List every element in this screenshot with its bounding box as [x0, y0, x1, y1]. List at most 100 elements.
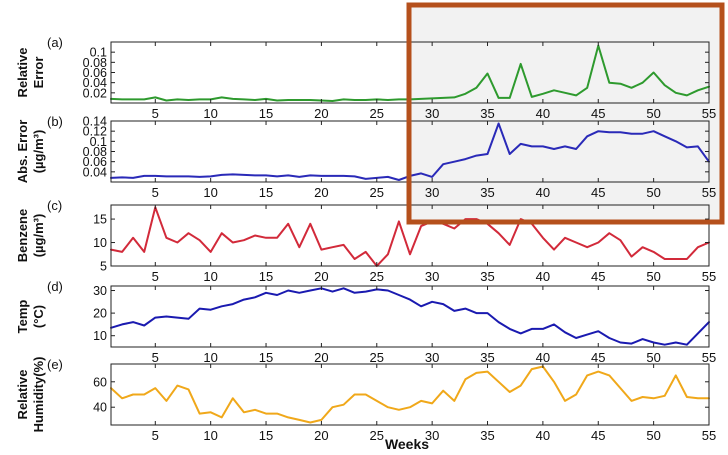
- x-tick-label: 40: [536, 428, 550, 443]
- x-tick-label: 10: [203, 106, 217, 121]
- x-tick-label: 20: [314, 428, 328, 443]
- axes-frame: [110, 285, 710, 348]
- y-axis-label-line: Relative: [15, 370, 30, 420]
- x-tick-label: 35: [480, 350, 494, 365]
- x-tick-label: 45: [591, 350, 605, 365]
- y-tick-label: 10: [93, 236, 107, 250]
- x-tick-label: 15: [259, 269, 273, 284]
- x-tick-label: 25: [370, 350, 384, 365]
- panel-label: (e): [47, 357, 63, 372]
- x-tick-label: 5: [152, 269, 159, 284]
- y-tick-label: 10: [93, 329, 107, 343]
- x-tick-label: 30: [425, 350, 439, 365]
- x-tick-label: 40: [536, 269, 550, 284]
- y-tick-label: 5: [100, 260, 107, 274]
- x-tick-label: 15: [259, 350, 273, 365]
- y-tick-label: 15: [93, 213, 107, 227]
- y-tick-label: 0.08: [83, 56, 107, 70]
- y-tick-label: 0.04: [83, 165, 107, 179]
- y-axis-label-line: (µg/m³): [31, 130, 46, 174]
- y-tick-label: 0.06: [83, 66, 107, 80]
- series-line: [110, 206, 710, 267]
- y-axis-label-line: Relative: [15, 48, 30, 98]
- panel-label: (b): [47, 114, 63, 129]
- y-axis-label-line: Abs. Error: [15, 120, 30, 184]
- x-tick-label: 10: [203, 350, 217, 365]
- x-tick-label: 30: [425, 185, 439, 200]
- x-tick-label: 20: [314, 350, 328, 365]
- x-tick-label: 40: [536, 106, 550, 121]
- x-tick-label: 45: [591, 185, 605, 200]
- panel-label: (d): [47, 279, 63, 294]
- x-tick-label: 55: [702, 106, 716, 121]
- x-tick-label: 20: [314, 269, 328, 284]
- x-tick-label: 50: [646, 185, 660, 200]
- y-axis-label-line: (µg/m³): [31, 214, 46, 258]
- x-tick-label: 50: [646, 106, 660, 121]
- series-line: [110, 287, 710, 346]
- x-tick-label: 40: [536, 350, 550, 365]
- x-tick-label: 25: [370, 428, 384, 443]
- x-tick-label: 35: [480, 428, 494, 443]
- x-tick-label: 55: [702, 428, 716, 443]
- x-tick-label: 50: [646, 428, 660, 443]
- panel-label: (a): [47, 35, 63, 50]
- panel-label: (c): [47, 198, 62, 213]
- panel-b: 5 10 15 20 25 30 35 40 45 50 55 0.040.060.080.10.12…: [15, 114, 716, 200]
- y-tick-label: 0.1: [90, 46, 107, 60]
- y-tick-label: 0.12: [83, 125, 107, 139]
- x-tick-label: 55: [702, 269, 716, 284]
- x-tick-label: 15: [259, 106, 273, 121]
- x-tick-label: 15: [259, 428, 273, 443]
- series-line: [110, 365, 710, 424]
- x-tick-label: 15: [259, 185, 273, 200]
- y-tick-label: 0.08: [83, 145, 107, 159]
- x-axis-label: Weeks: [385, 436, 429, 452]
- y-axis-label-line: Humidity(%): [31, 357, 46, 433]
- axes-frame: [110, 363, 710, 426]
- chart-panels: 5 10 15 20 25 30 35 40 45 50 550.020.040.060.080.1…: [15, 35, 716, 443]
- y-axis-label: Temp (°C): [15, 300, 46, 334]
- x-tick-label: 35: [480, 185, 494, 200]
- x-tick-label: 35: [480, 106, 494, 121]
- highlight-region-background: [409, 5, 722, 222]
- x-tick-label: 45: [591, 106, 605, 121]
- highlight-fill: [409, 5, 722, 222]
- x-tick-label: 30: [425, 269, 439, 284]
- y-tick-label: 40: [93, 401, 107, 415]
- x-tick-label: 45: [591, 269, 605, 284]
- y-axis-label: Relative Error: [15, 48, 46, 98]
- x-tick-label: 5: [152, 106, 159, 121]
- x-tick-label: 25: [370, 269, 384, 284]
- x-tick-label: 55: [702, 350, 716, 365]
- y-axis-label-line: Temp: [15, 300, 30, 334]
- x-tick-label: 35: [480, 269, 494, 284]
- y-axis-label: Benzene (µg/m³): [15, 209, 46, 262]
- x-tick-label: 10: [203, 185, 217, 200]
- y-axis-label: Abs. Error (µg/m³): [15, 120, 46, 184]
- x-tick-label: 50: [646, 350, 660, 365]
- x-tick-label: 5: [152, 428, 159, 443]
- highlight-box: [406, 2, 725, 225]
- y-tick-label: 30: [93, 284, 107, 298]
- x-tick-label: 25: [370, 185, 384, 200]
- x-tick-label: 50: [646, 269, 660, 284]
- y-axis-label-line: (°C): [31, 305, 46, 328]
- y-tick-label: 0.06: [83, 155, 107, 169]
- y-axis-label-line: Error: [31, 57, 46, 89]
- x-tick-label: 5: [152, 350, 159, 365]
- x-tick-label: 20: [314, 106, 328, 121]
- x-tick-label: 45: [591, 428, 605, 443]
- x-tick-label: 20: [314, 185, 328, 200]
- y-axis-label-line: Benzene: [15, 209, 30, 262]
- x-tick-label: 30: [425, 106, 439, 121]
- y-tick-label: 0.1: [90, 135, 107, 149]
- y-tick-label: 20: [93, 307, 107, 321]
- x-tick-label: 55: [702, 185, 716, 200]
- y-tick-label: 0.02: [83, 86, 107, 100]
- highlight-region-border: [406, 2, 725, 225]
- y-axis-label: Relative Humidity(%): [15, 357, 46, 433]
